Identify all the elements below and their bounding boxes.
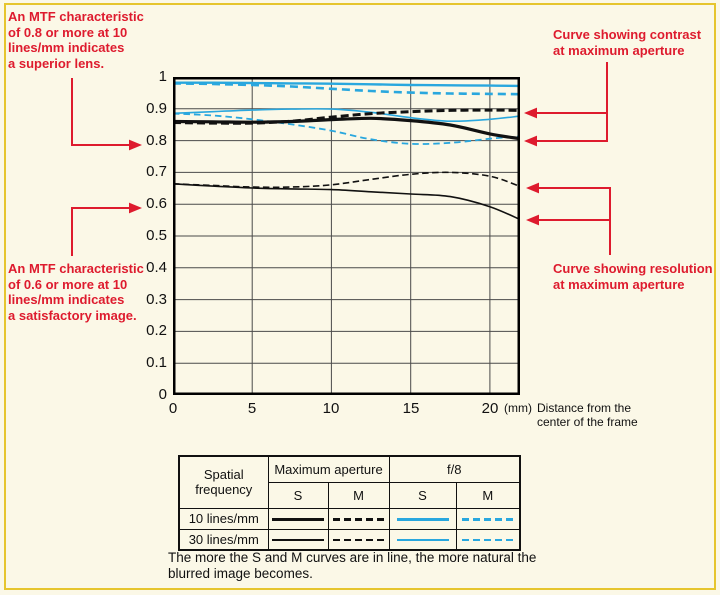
y-tick-label: 0 xyxy=(158,386,167,403)
table-header-m: M xyxy=(455,481,521,509)
annotation-line: at maximum aperture xyxy=(553,276,685,292)
annotation-line: of 0.6 or more at 10 xyxy=(8,276,128,292)
annotation-line: of 0.8 or more at 10 xyxy=(8,24,128,40)
annotation-line: a superior lens. xyxy=(8,55,105,71)
table-row-30-lines: 30 lines/mm xyxy=(178,528,521,551)
arrow-line-resolution-upper xyxy=(539,187,611,255)
annotation-resolution: Curve showing resolution at maximum aper… xyxy=(553,261,718,292)
y-tick-label: 0.1 xyxy=(146,354,167,371)
legend-table: Spatial frequency Maximum aperture f/8 S… xyxy=(178,455,521,551)
note-line: The more the S and M curves are in line,… xyxy=(168,550,537,565)
left-arrow-icon xyxy=(526,214,539,226)
chart-canvas xyxy=(173,77,520,395)
y-tick-label: 0.2 xyxy=(146,322,167,339)
line-swatch xyxy=(461,518,514,522)
table-header-line: frequency xyxy=(195,482,253,498)
x-axis-caption: (mm) Distance from the center of the fra… xyxy=(504,401,638,429)
table-cell-swatch xyxy=(388,528,457,551)
table-header-s: S xyxy=(388,481,457,509)
table-cell-swatch xyxy=(388,507,457,530)
table-header-s: S xyxy=(267,481,329,509)
annotation-line: a satisfactory image. xyxy=(8,307,137,323)
line-swatch xyxy=(332,539,385,542)
y-tick-label: 0.7 xyxy=(146,163,167,180)
annotation-line: lines/mm indicates xyxy=(8,292,125,307)
y-tick-label: 0.4 xyxy=(146,259,167,276)
x-tick-label: 15 xyxy=(402,400,420,417)
annotation-superior-lens: An MTF characteristic of 0.8 or more at … xyxy=(8,9,168,71)
distance-caption: Distance from the center of the frame xyxy=(537,401,638,429)
left-arrow-icon xyxy=(524,107,537,119)
line-swatch xyxy=(396,539,449,542)
y-tick-label: 1 xyxy=(158,68,167,85)
annotation-contrast: Curve showing contrast at maximum apertu… xyxy=(553,27,718,58)
annotation-line: Curve showing contrast xyxy=(553,27,702,42)
annotation-line: at maximum aperture xyxy=(553,42,685,58)
line-swatch xyxy=(461,539,514,542)
x-tick-label: 0 xyxy=(168,400,178,417)
bottom-note: The more the S and M curves are in line,… xyxy=(168,550,588,582)
table-header-m: M xyxy=(327,481,390,509)
table-header-line: Spatial xyxy=(203,467,244,483)
table-cell-swatch xyxy=(327,507,390,530)
y-tick-label: 0.9 xyxy=(146,100,167,117)
line-swatch xyxy=(396,518,449,522)
line-swatch xyxy=(272,518,324,522)
line-swatch xyxy=(272,539,324,542)
table-cell-swatch xyxy=(267,507,329,530)
table-cell-swatch xyxy=(267,528,329,551)
y-tick-label: 0.6 xyxy=(146,195,167,212)
caption-line: Distance from the xyxy=(536,401,632,415)
note-line: blurred image becomes. xyxy=(168,566,313,581)
arrow-line-satisfactory xyxy=(71,207,129,256)
table-header-f8: f/8 xyxy=(388,455,521,483)
arrow-line-contrast-lower xyxy=(537,62,608,142)
arrow-line-superior xyxy=(71,78,129,146)
y-tick-label: 0.5 xyxy=(146,227,167,244)
table-cell-swatch xyxy=(327,528,390,551)
annotation-line: lines/mm indicates xyxy=(8,40,125,55)
mtf-chart: 0 0.1 0.2 0.3 0.4 0.5 0.6 0.7 0.8 0.9 1 0 5 10 15 20 xyxy=(146,69,520,417)
x-tick-label: 20 xyxy=(481,400,499,417)
table-row-10-lines: 10 lines/mm xyxy=(178,507,521,530)
caption-line: center of the frame xyxy=(536,415,638,429)
annotation-line: An MTF characteristic xyxy=(8,261,144,276)
left-arrow-icon xyxy=(524,135,537,147)
x-tick-label: 5 xyxy=(247,400,257,417)
table-header-max-aperture: Maximum aperture xyxy=(267,455,390,483)
table-row-label: 30 lines/mm xyxy=(178,528,269,551)
left-arrow-icon xyxy=(526,182,539,194)
table-header-spatial-frequency: Spatial frequency xyxy=(178,455,269,509)
y-tick-label: 0.3 xyxy=(146,291,167,308)
y-tick-label: 0.8 xyxy=(146,132,167,149)
table-cell-swatch xyxy=(455,507,521,530)
table-cell-swatch xyxy=(455,528,521,551)
annotation-satisfactory-image: An MTF characteristic of 0.6 or more at … xyxy=(8,261,168,323)
table-row-label: 10 lines/mm xyxy=(178,507,269,530)
x-tick-label: 10 xyxy=(322,400,340,417)
annotation-line: An MTF characteristic xyxy=(8,9,144,24)
line-swatch xyxy=(332,518,385,522)
annotation-line: Curve showing resolution xyxy=(553,261,713,276)
mm-unit-label: (mm) xyxy=(504,401,532,415)
